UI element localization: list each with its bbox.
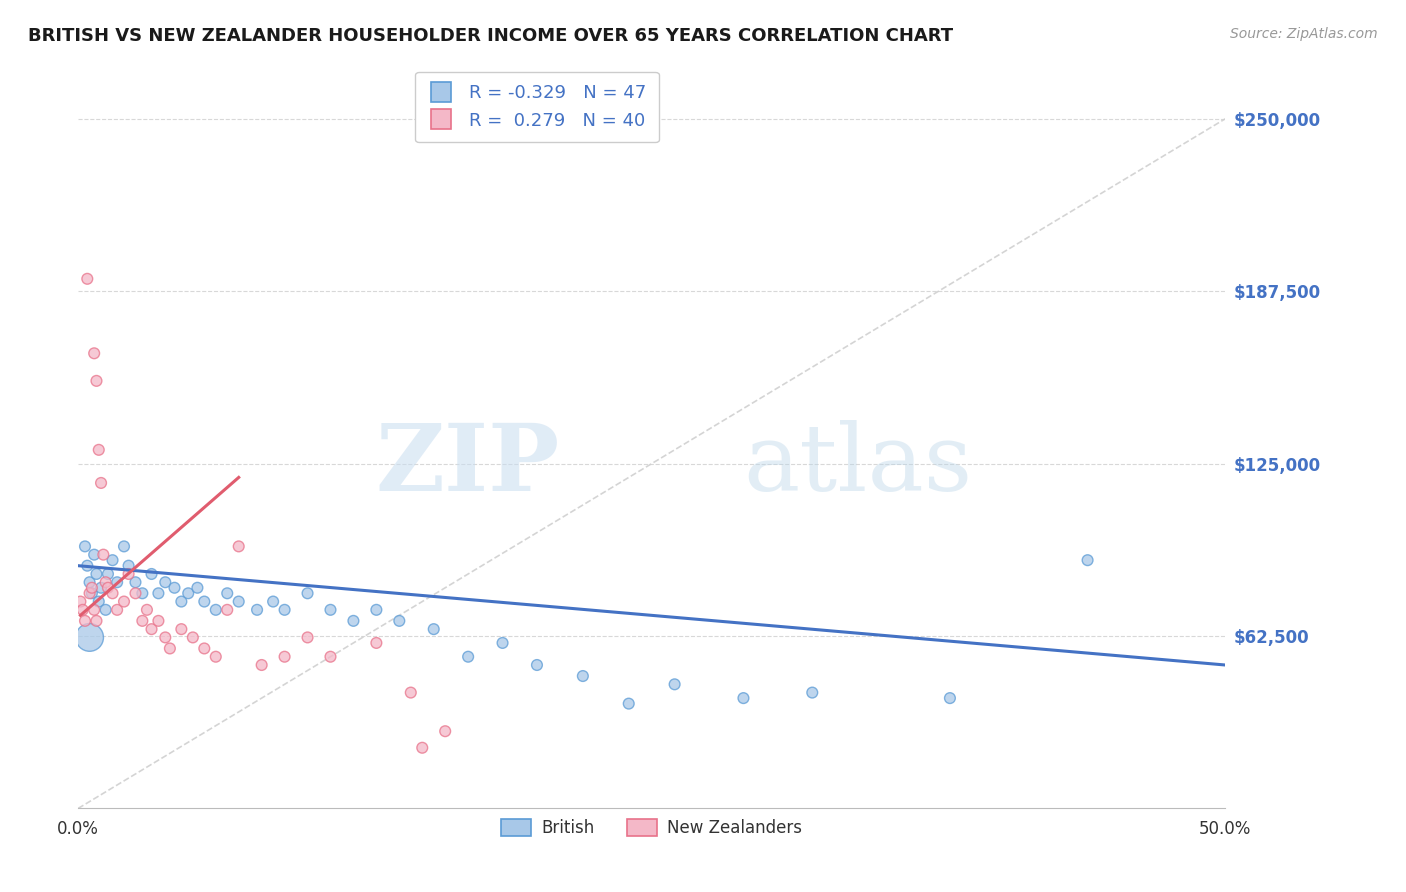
Point [181,631,204,645]
Point [117,566,139,581]
Point [124,586,146,600]
Point [86,374,108,388]
Point [388,614,411,628]
Point [217,586,239,600]
Point [97,566,120,581]
Point [193,594,215,608]
Point [246,603,269,617]
Point [155,631,177,645]
Point [87,442,110,457]
Point [87,594,110,608]
Point [204,649,226,664]
Point [94,575,117,590]
Point [83,346,105,360]
Text: atlas: atlas [744,420,973,510]
Point [572,669,595,683]
Point [131,586,153,600]
Point [79,586,101,600]
Text: ZIP: ZIP [375,420,560,510]
Point [273,603,295,617]
Point [411,740,433,755]
Point [193,641,215,656]
Point [131,614,153,628]
Point [112,594,135,608]
Point [105,603,128,617]
Point [76,272,98,286]
Point [94,603,117,617]
Point [93,548,115,562]
Point [73,614,96,628]
Point [526,658,548,673]
Point [204,603,226,617]
Point [79,575,101,590]
Point [186,581,208,595]
Point [159,641,181,656]
Point [90,581,112,595]
Point [141,566,163,581]
Point [422,622,444,636]
Point [939,691,962,706]
Point [297,586,319,600]
Point [1077,553,1099,567]
Point [399,685,422,699]
Point [136,603,159,617]
Point [366,603,388,617]
Point [86,614,108,628]
Point [97,581,120,595]
Point [73,540,96,554]
Point [434,724,457,739]
Point [342,614,364,628]
Point [105,575,128,590]
Point [617,697,640,711]
Point [733,691,755,706]
Point [69,594,91,608]
Point [163,581,186,595]
Point [83,548,105,562]
Point [250,658,273,673]
Point [112,540,135,554]
Point [72,603,94,617]
Point [228,540,250,554]
Point [101,553,124,567]
Point [80,586,103,600]
Point [86,566,108,581]
Point [90,475,112,490]
Point [273,649,295,664]
Point [217,603,239,617]
Point [101,586,124,600]
Point [79,631,101,645]
Text: Source: ZipAtlas.com: Source: ZipAtlas.com [1230,27,1378,41]
Legend: British, New Zealanders: British, New Zealanders [495,813,808,844]
Point [141,622,163,636]
Point [80,581,103,595]
Point [76,558,98,573]
Point [117,558,139,573]
Point [457,649,479,664]
Point [491,636,513,650]
Point [262,594,284,608]
Point [228,594,250,608]
Point [319,603,342,617]
Point [366,636,388,650]
Point [319,649,342,664]
Text: BRITISH VS NEW ZEALANDER HOUSEHOLDER INCOME OVER 65 YEARS CORRELATION CHART: BRITISH VS NEW ZEALANDER HOUSEHOLDER INC… [28,27,953,45]
Point [664,677,686,691]
Point [124,575,146,590]
Point [155,575,177,590]
Point [148,586,170,600]
Point [801,685,824,699]
Point [297,631,319,645]
Point [177,586,200,600]
Point [148,614,170,628]
Point [83,603,105,617]
Point [170,622,193,636]
Point [170,594,193,608]
